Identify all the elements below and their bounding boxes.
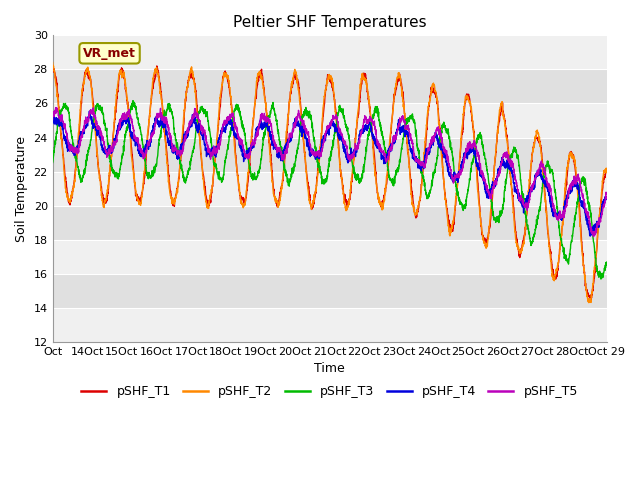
Title: Peltier SHF Temperatures: Peltier SHF Temperatures (233, 15, 426, 30)
Text: VR_met: VR_met (83, 47, 136, 60)
Bar (52, 240, 607, 274)
Bar (52, 308, 607, 342)
Bar (52, 172, 607, 205)
Bar (52, 138, 607, 172)
Bar (52, 104, 607, 138)
Bar (52, 70, 607, 104)
Bar (52, 274, 607, 308)
Legend: pSHF_T1, pSHF_T2, pSHF_T3, pSHF_T4, pSHF_T5: pSHF_T1, pSHF_T2, pSHF_T3, pSHF_T4, pSHF… (76, 380, 583, 403)
Y-axis label: Soil Temperature: Soil Temperature (15, 136, 28, 241)
X-axis label: Time: Time (314, 362, 345, 375)
Bar (52, 205, 607, 240)
Bar (52, 36, 607, 70)
